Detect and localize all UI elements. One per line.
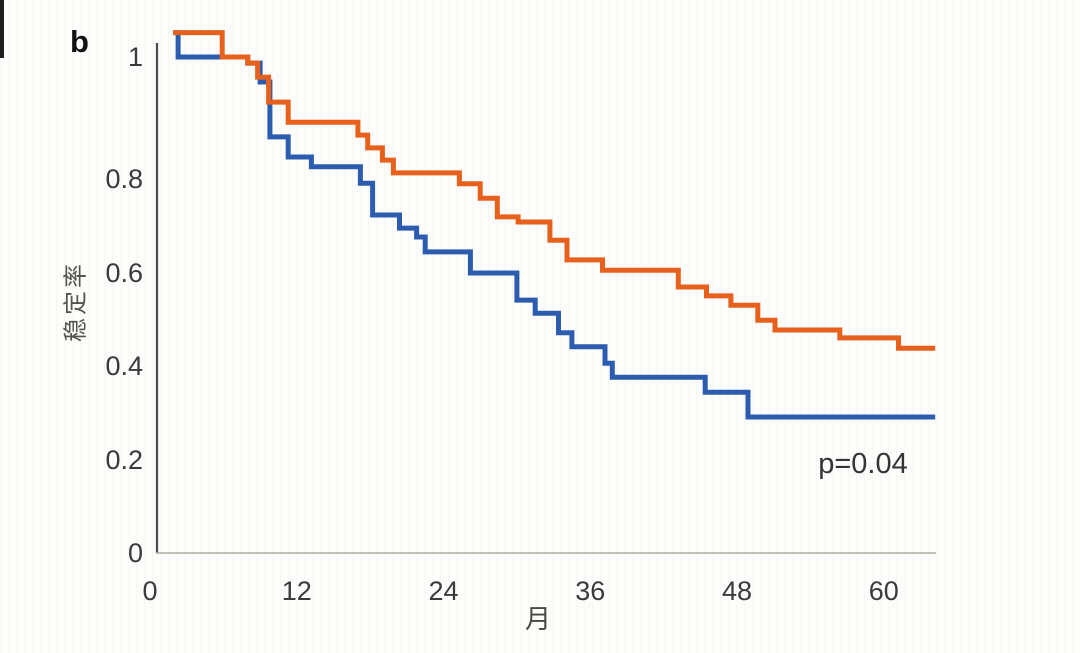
y-tick-label-0.4: 0.4: [105, 351, 143, 381]
survival-curve-orange: [173, 30, 936, 351]
y-tick-label-0.6: 0.6: [105, 257, 143, 288]
x-tick-label-24: 24: [428, 576, 459, 606]
photo-edge-artifact: [0, 0, 4, 58]
y-tick-label-0: 0: [127, 538, 143, 568]
x-tick-label-48: 48: [722, 576, 753, 606]
x-tick-label-36: 36: [575, 576, 606, 606]
x-tick-label-60: 60: [868, 576, 899, 606]
x-axis-title: 月: [524, 604, 551, 634]
y-tick-label-1: 1: [127, 42, 143, 72]
survival-curve-blue: [173, 30, 936, 420]
y-tick-label-0.8: 0.8: [105, 164, 143, 194]
y-tick-label-0.2: 0.2: [105, 444, 143, 475]
p-value-annotation: p=0.04: [818, 448, 908, 480]
x-tick-label-12: 12: [281, 576, 312, 606]
panel-label: b: [70, 24, 89, 59]
x-tick-label-0: 0: [142, 576, 158, 606]
